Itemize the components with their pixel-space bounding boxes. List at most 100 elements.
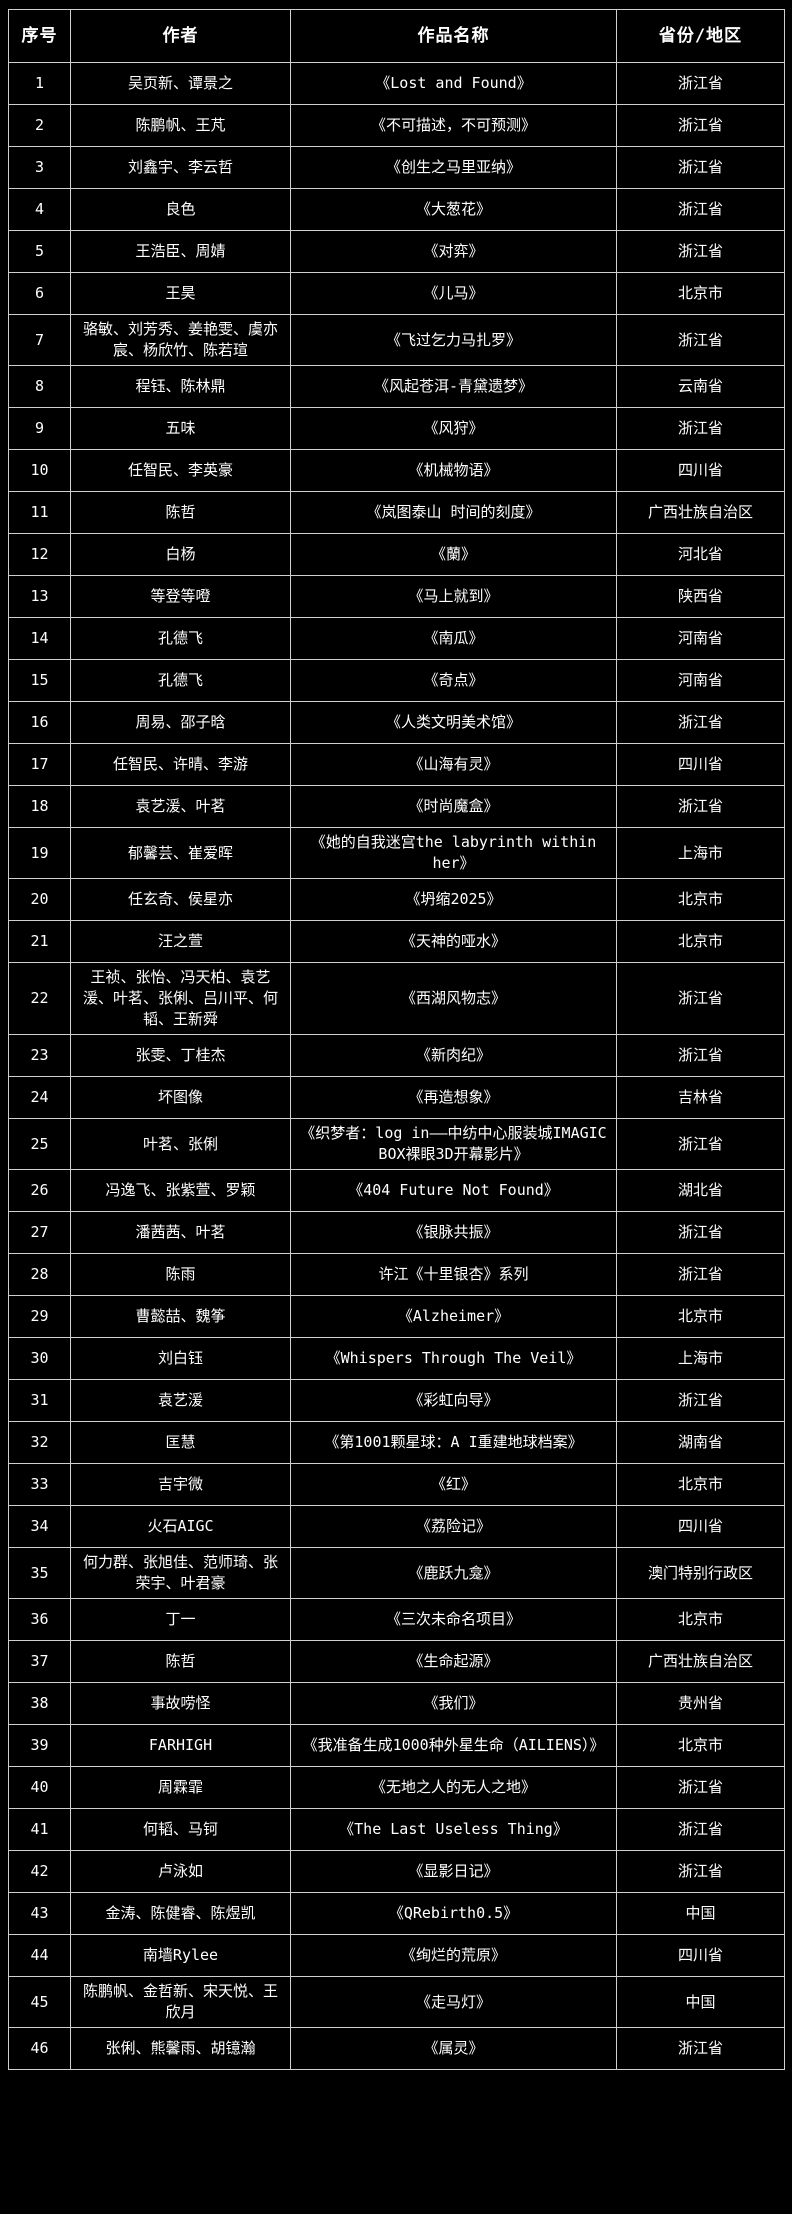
cell-author: 何力群、张旭佳、范师琦、张荣宇、叶君豪 (70, 1547, 291, 1599)
cell-region: 北京市 (616, 1463, 785, 1506)
cell-title: 《对弈》 (290, 230, 617, 273)
cell-no: 39 (8, 1724, 71, 1767)
table-row: 9 五味 《风狩》 浙江省 (8, 407, 785, 450)
cell-no: 7 (8, 314, 71, 366)
cell-title: 《风起苍洱-青黛遗梦》 (290, 365, 617, 408)
table-row: 22 王祯、张怡、冯天柏、袁艺湲、叶茗、张俐、吕川平、何韬、王新舜 《西湖风物志》浙… (8, 962, 785, 1035)
cell-region: 浙江省 (616, 1034, 785, 1077)
cell-region: 浙江省 (616, 701, 785, 744)
cell-title: 《织梦者：log in——中纺中心服装城IMAGIC BOX裸眼3D开幕影片》 (290, 1118, 617, 1170)
cell-no: 26 (8, 1169, 71, 1212)
cell-title: 《404 Future Not Found》 (290, 1169, 617, 1212)
cell-region: 浙江省 (616, 146, 785, 189)
cell-author: 冯逸飞、张紫萱、罗颖 (70, 1169, 291, 1212)
cell-title: 《彩虹向导》 (290, 1379, 617, 1422)
cell-title: 《荔险记》 (290, 1505, 617, 1548)
cell-region: 广西壮族自治区 (616, 1640, 785, 1683)
cell-region: 云南省 (616, 365, 785, 408)
cell-no: 44 (8, 1934, 71, 1977)
cell-author: 王昊 (70, 272, 291, 315)
cell-region: 浙江省 (616, 314, 785, 366)
cell-author: 袁艺湲、叶茗 (70, 785, 291, 828)
cell-no: 14 (8, 617, 71, 660)
cell-author: 卢泳如 (70, 1850, 291, 1893)
cell-no: 23 (8, 1034, 71, 1077)
cell-no: 30 (8, 1337, 71, 1380)
cell-author: 火石AIGC (70, 1505, 291, 1548)
cell-region: 河北省 (616, 533, 785, 576)
cell-region: 浙江省 (616, 1766, 785, 1809)
table-row: 39 FARHIGH 《我准备生成1000种外星生命（AILIENS）》 北京市 (8, 1724, 785, 1767)
cell-author: 曹懿喆、魏筝 (70, 1295, 291, 1338)
cell-author: 陈鹏帆、王芃 (70, 104, 291, 147)
header-row: 序号 作者 作品名称 省份/地区 (8, 9, 785, 63)
cell-no: 2 (8, 104, 71, 147)
cell-no: 37 (8, 1640, 71, 1683)
cell-region: 北京市 (616, 272, 785, 315)
page-background: 序号 作者 作品名称 省份/地区 1 吴页新、谭景之 《Lost and Found… (8, 9, 785, 2070)
table-row: 29 曹懿喆、魏筝 《Alzheimer》 北京市 (8, 1295, 785, 1338)
cell-no: 9 (8, 407, 71, 450)
cell-no: 35 (8, 1547, 71, 1599)
cell-no: 27 (8, 1211, 71, 1254)
table-row: 15 孔德飞 《奇点》 河南省 (8, 659, 785, 702)
cell-author: 任智民、李英豪 (70, 449, 291, 492)
cell-region: 上海市 (616, 1337, 785, 1380)
table-row: 7 骆敏、刘芳秀、姜艳雯、虞亦宸、杨欣竹、陈若瑄 《飞过乞力马扎罗》 浙江省 (8, 314, 785, 366)
cell-no: 21 (8, 920, 71, 963)
cell-no: 22 (8, 962, 71, 1035)
cell-region: 浙江省 (616, 230, 785, 273)
cell-title: 《风狩》 (290, 407, 617, 450)
cell-title: 《奇点》 (290, 659, 617, 702)
table-row: 2 陈鹏帆、王芃 《不可描述，不可预测》 浙江省 (8, 104, 785, 147)
cell-author: 事故唠怪 (70, 1682, 291, 1725)
cell-no: 8 (8, 365, 71, 408)
cell-author: 良色 (70, 188, 291, 231)
cell-region: 浙江省 (616, 1253, 785, 1296)
cell-region: 浙江省 (616, 104, 785, 147)
cell-title: 《我们》 (290, 1682, 617, 1725)
cell-title: 《QRebirth0.5》 (290, 1892, 617, 1935)
cell-no: 20 (8, 878, 71, 921)
cell-region: 上海市 (616, 827, 785, 879)
cell-author: 任智民、许晴、李游 (70, 743, 291, 786)
cell-author: 等登等噔 (70, 575, 291, 618)
cell-author: 张俐、熊馨雨、胡镱瀚 (70, 2027, 291, 2070)
cell-no: 3 (8, 146, 71, 189)
cell-region: 浙江省 (616, 1211, 785, 1254)
table-row: 25 叶茗、张俐 《织梦者：log in——中纺中心服装城IMAGIC BOX裸眼3… (8, 1118, 785, 1170)
cell-region: 陕西省 (616, 575, 785, 618)
cell-title: 《山海有灵》 (290, 743, 617, 786)
cell-title: 《属灵》 (290, 2027, 617, 2070)
cell-title: 《鹿跃九龛》 (290, 1547, 617, 1599)
cell-title: 《飞过乞力马扎罗》 (290, 314, 617, 366)
cell-no: 19 (8, 827, 71, 879)
table-row: 24 坏图像 《再造想象》 吉林省 (8, 1076, 785, 1119)
cell-region: 浙江省 (616, 1850, 785, 1893)
table-row: 43 金涛、陈健睿、陈煜凯 《QRebirth0.5》 中国 (8, 1892, 785, 1935)
cell-no: 11 (8, 491, 71, 534)
cell-title: 《红》 (290, 1463, 617, 1506)
cell-region: 广西壮族自治区 (616, 491, 785, 534)
cell-no: 13 (8, 575, 71, 618)
cell-region: 四川省 (616, 449, 785, 492)
cell-author: 陈哲 (70, 491, 291, 534)
cell-region: 浙江省 (616, 785, 785, 828)
table-row: 26 冯逸飞、张紫萱、罗颖 《404 Future Not Found》 湖北省 (8, 1169, 785, 1212)
table-row: 5 王浩臣、周婧 《对弈》 浙江省 (8, 230, 785, 273)
cell-no: 32 (8, 1421, 71, 1464)
cell-title: 《时尚魔盒》 (290, 785, 617, 828)
cell-no: 38 (8, 1682, 71, 1725)
cell-title: 《我准备生成1000种外星生命（AILIENS）》 (290, 1724, 617, 1767)
cell-region: 北京市 (616, 1598, 785, 1641)
cell-title: 《人类文明美术馆》 (290, 701, 617, 744)
cell-no: 15 (8, 659, 71, 702)
table-row: 35 何力群、张旭佳、范师琦、张荣宇、叶君豪 《鹿跃九龛》 澳门特别行政区 (8, 1547, 785, 1599)
cell-author: 坏图像 (70, 1076, 291, 1119)
cell-no: 16 (8, 701, 71, 744)
cell-no: 17 (8, 743, 71, 786)
cell-author: 金涛、陈健睿、陈煜凯 (70, 1892, 291, 1935)
table-row: 38 事故唠怪 《我们》 贵州省 (8, 1682, 785, 1725)
cell-author: 任玄奇、侯星亦 (70, 878, 291, 921)
cell-no: 12 (8, 533, 71, 576)
